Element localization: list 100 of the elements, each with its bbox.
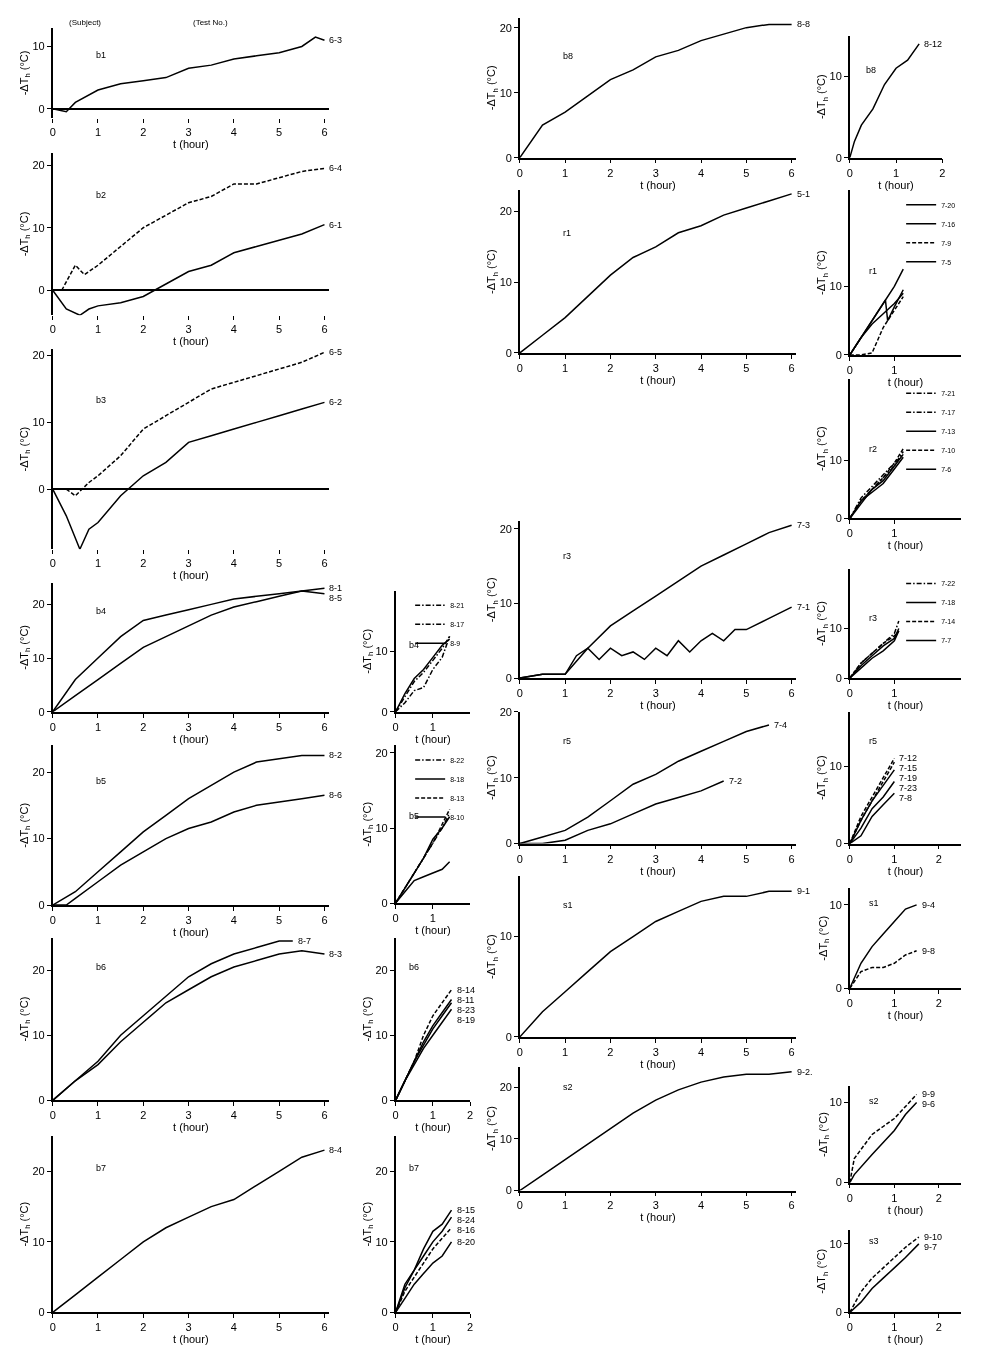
series-label: 8-15 [457,1205,476,1215]
text: r3 [869,613,878,623]
x-tick-label: 3 [185,323,192,336]
series-label: 8-12 [924,39,943,49]
text: b8 [866,65,877,75]
x-tick-label: 5 [276,1321,283,1334]
y-tick-label: 10 [829,898,842,911]
x-tick-label: 5 [743,1045,750,1058]
x-tick-label: 4 [697,1045,705,1058]
x-tick-label: 1 [891,1321,898,1334]
x-axis-title: t (hour) [887,539,924,552]
x-tick-label: 1 [94,1321,102,1334]
x-tick-label: 1 [429,1321,436,1334]
y-tick-label: 10 [375,821,388,834]
series-label: 6-3 [329,35,343,45]
text: r1 [563,228,572,238]
series-label: 8-1 [329,583,343,593]
x-tick-label: 1 [891,527,898,540]
y-tick-label: 20 [32,598,45,611]
y-tick-label: 0 [835,837,842,850]
x-tick-label: 1 [94,323,102,336]
series-label: 9-2. [797,1067,813,1077]
y-tick-label: 10 [32,651,45,664]
text: r2 [869,444,878,454]
text: (Test No.) [193,18,229,27]
x-tick-label: 3 [185,557,192,570]
series-label: 8-11 [457,995,475,1005]
x-tick-label: 4 [230,1321,237,1334]
y-tick-label: 0 [381,1306,388,1319]
series-label: 8-20 [457,1237,476,1247]
series-label: 9-6 [922,1099,936,1109]
y-tick-label: 0 [835,348,842,361]
y-tick-label: 10 [32,1235,45,1248]
series-label: 6-1 [329,220,343,230]
x-tick-label: 1 [562,1045,569,1058]
series-label: 7-8 [899,793,913,803]
y-tick-label: 0 [38,1094,45,1107]
x-tick-label: 2 [467,1109,474,1122]
x-tick-label: 0 [846,852,853,865]
x-axis-title: t (hour) [640,699,676,711]
x-tick-label: 2 [607,1045,614,1058]
text: s1 [563,900,573,910]
x-tick-label: 2 [607,852,614,865]
x-tick-label: 1 [94,126,102,139]
x-tick-label: 3 [652,687,659,699]
y-tick-label: 10 [499,597,512,610]
x-tick-label: 6 [321,913,328,926]
x-tick-label: 0 [516,1045,523,1058]
y-tick-label: 10 [829,759,842,772]
series-label: 8-24 [457,1215,476,1225]
y-tick-label: 10 [829,454,842,467]
series-label: 7-23 [899,783,918,793]
x-tick-label: 6 [788,1199,795,1212]
y-tick-label: 20 [499,522,512,535]
series-label: 9-8 [922,946,936,956]
x-tick-label: 2 [607,687,614,699]
x-axis-title: t (hour) [640,1211,676,1224]
x-tick-label: 5 [276,913,283,926]
x-tick-label: 6 [788,852,795,865]
x-tick-label: 5 [743,852,750,865]
series-label: 7-1 [797,602,811,612]
y-tick-label: 20 [32,765,45,778]
x-tick-label: 3 [185,913,192,926]
y-tick-label: 0 [505,671,512,684]
x-tick-label: 2 [607,1199,614,1212]
x-tick-label: 1 [94,913,102,926]
x-tick-label: 4 [697,166,705,179]
text: b1 [96,50,107,60]
text: r5 [869,736,878,746]
y-tick-label: 20 [32,964,45,977]
y-tick-label: 10 [375,645,388,658]
x-axis-title: t (hour) [415,1333,451,1346]
x-tick-label: 2 [935,997,942,1010]
x-tick-label: 0 [49,557,56,570]
x-tick-label: 0 [516,361,523,374]
text: b8 [563,51,574,61]
x-tick-label: 0 [392,1109,399,1122]
y-tick-label: 0 [835,671,842,684]
x-axis-title: t (hour) [415,732,451,745]
x-axis-title: t (hour) [173,925,209,938]
y-tick-label: 0 [38,898,45,911]
series-label: 8-7 [298,936,312,946]
x-tick-label: 1 [562,852,569,865]
x-tick-label: 6 [321,1109,328,1122]
x-tick-label: 5 [743,687,750,699]
x-tick-label: 4 [230,126,237,139]
x-tick-label: 6 [321,126,328,139]
y-tick-label: 10 [32,221,45,234]
x-tick-label: 0 [846,997,853,1010]
x-tick-label: 0 [49,323,56,336]
x-tick-label: 1 [892,166,900,179]
x-tick-label: 1 [891,1191,898,1204]
y-tick-label: 0 [38,102,45,115]
x-tick-label: 1 [94,557,102,570]
x-tick-label: 1 [891,852,898,865]
x-tick-label: 6 [788,687,795,699]
x-axis-title: t (hour) [640,1057,676,1070]
x-tick-label: 0 [49,126,56,139]
x-tick-label: 0 [392,720,399,733]
series-label: 8-2 [329,750,343,760]
